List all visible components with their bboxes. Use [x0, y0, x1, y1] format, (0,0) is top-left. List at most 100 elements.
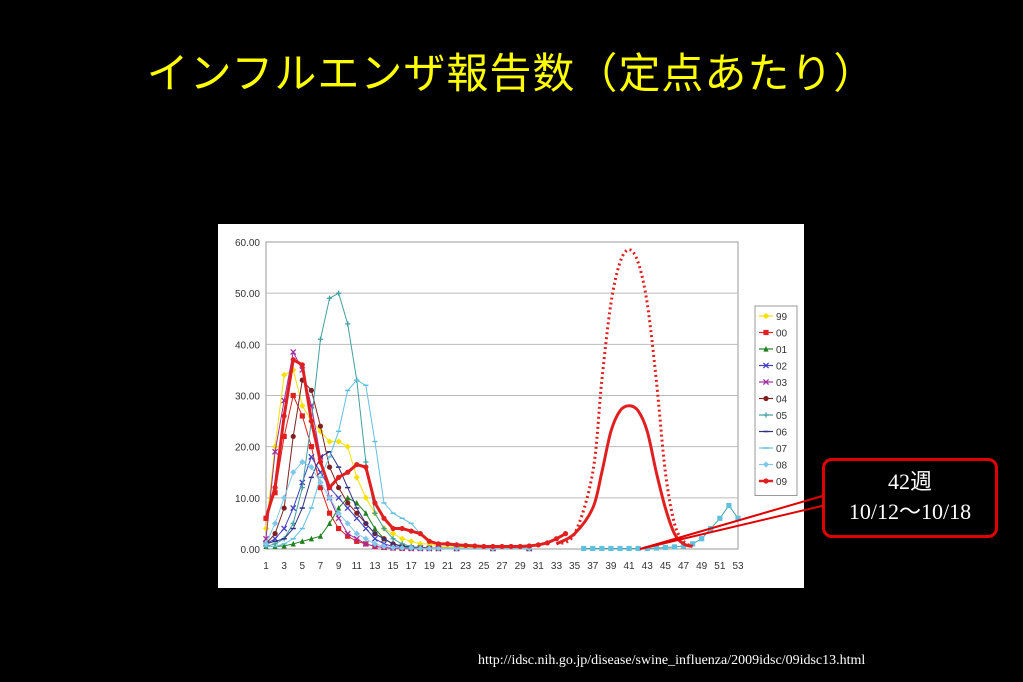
callout-pointer-line-upper [639, 494, 827, 550]
legend-label-06: 06 [776, 428, 788, 439]
series-point-01 [336, 504, 342, 511]
legend-label-08: 08 [776, 461, 788, 472]
series-point-01 [281, 542, 287, 549]
series-point-08 [271, 520, 279, 527]
x-tick-label: 7 [318, 561, 324, 572]
series-point-08 [453, 545, 460, 552]
series-point-04 [308, 387, 314, 393]
offseason-baseline-point [599, 545, 605, 552]
offseason-baseline-point [735, 515, 741, 521]
series-point-09 [272, 485, 278, 491]
series-point-00 [281, 433, 287, 440]
series-point-04 [336, 485, 342, 491]
series-point-09 [381, 515, 387, 521]
series-point-09 [526, 543, 532, 549]
x-tick-label: 47 [678, 561, 690, 572]
x-tick-label: 11 [352, 561, 363, 572]
series-point-09 [308, 418, 314, 424]
series-point-08 [326, 494, 333, 501]
series-point-08 [362, 535, 369, 542]
legend-label-05: 05 [776, 411, 788, 422]
offseason-baseline-point [680, 543, 687, 549]
y-tick-label: 30.00 [235, 392, 260, 403]
series-point-05 [299, 485, 305, 491]
offseason-baseline-point [653, 545, 659, 551]
offseason-baseline-point [699, 536, 705, 542]
source-url: http://idsc.nih.go.jp/disease/swine_infl… [478, 653, 866, 668]
legend-label-99: 99 [776, 312, 788, 323]
series-point-01 [317, 533, 324, 539]
legend-marker-08 [762, 461, 770, 468]
series-point-09 [426, 538, 432, 544]
series-point-01 [308, 535, 314, 542]
series-point-02 [281, 525, 288, 532]
series-point-08 [389, 544, 397, 551]
legend-label-00: 00 [776, 329, 788, 340]
series-point-05 [272, 541, 278, 547]
series-point-08 [417, 545, 424, 552]
chart-panel: 60.00 50.00 40.00 30.00 20.00 10.00 0.00 1 3 5 7 9 1… [218, 224, 804, 588]
x-tick-label: 35 [569, 561, 581, 572]
series-point-09 [417, 531, 423, 537]
series-point-05 [381, 525, 387, 532]
series-point-00 [290, 392, 296, 399]
x-tick-label: 45 [660, 561, 672, 572]
series-point-09 [345, 469, 351, 475]
series-point-02 [371, 535, 378, 542]
series-point-09 [299, 362, 305, 368]
x-tick-label: 17 [406, 561, 418, 572]
series-point-00 [345, 533, 351, 539]
series-point-05 [326, 295, 333, 301]
legend-marker-02 [762, 362, 770, 369]
legend-label-01: 01 [776, 345, 788, 356]
series-point-01 [299, 538, 305, 544]
offseason-baseline-point [608, 545, 614, 552]
series-point-05 [363, 459, 369, 465]
legend-label-02: 02 [776, 362, 788, 373]
series-point-09 [454, 542, 460, 548]
series-point-09 [481, 543, 487, 550]
x-tick-label: 21 [442, 561, 454, 572]
series-point-02 [299, 479, 306, 486]
x-tick-label: 51 [714, 561, 726, 572]
series-point-09 [499, 543, 505, 550]
y-tick-label: 10.00 [235, 494, 260, 505]
series-point-09 [317, 459, 324, 465]
offseason-baseline-point [726, 502, 732, 509]
x-tick-label: 1 [263, 561, 269, 572]
series-point-04 [317, 423, 324, 429]
series-point-02 [290, 505, 297, 512]
series-point-08 [317, 479, 324, 486]
series-point-09 [553, 536, 560, 542]
series-point-01 [372, 525, 378, 532]
series-point-03 [272, 448, 279, 455]
series-point-01 [290, 540, 296, 547]
series-point-09 [336, 474, 342, 480]
series-point-09 [390, 525, 396, 532]
series-point-09 [444, 541, 451, 547]
series-point-08 [290, 469, 297, 476]
legend-marker-00 [763, 329, 769, 336]
series-point-04 [354, 510, 360, 516]
y-tick-label: 40.00 [235, 340, 260, 351]
series-point-09 [435, 541, 442, 547]
x-tick-label: 33 [551, 561, 563, 572]
series-point-01 [345, 494, 351, 501]
x-tick-label: 39 [605, 561, 617, 572]
series-point-04 [345, 500, 351, 506]
series-point-03 [290, 348, 297, 356]
series-point-09 [562, 531, 569, 537]
x-tick-label: 15 [388, 561, 400, 572]
series-point-99 [389, 530, 397, 537]
series-point-09 [326, 485, 333, 491]
series-point-09 [517, 543, 523, 550]
legend-marker-05 [763, 412, 769, 418]
series-point-02 [335, 494, 342, 501]
series-point-08 [353, 530, 360, 537]
x-tick-label: 3 [281, 561, 287, 572]
legend-marker-04 [763, 395, 769, 402]
legend-marker-99 [762, 312, 770, 320]
offseason-baseline-point [644, 545, 650, 552]
projection-dotted-curve [555, 248, 694, 548]
